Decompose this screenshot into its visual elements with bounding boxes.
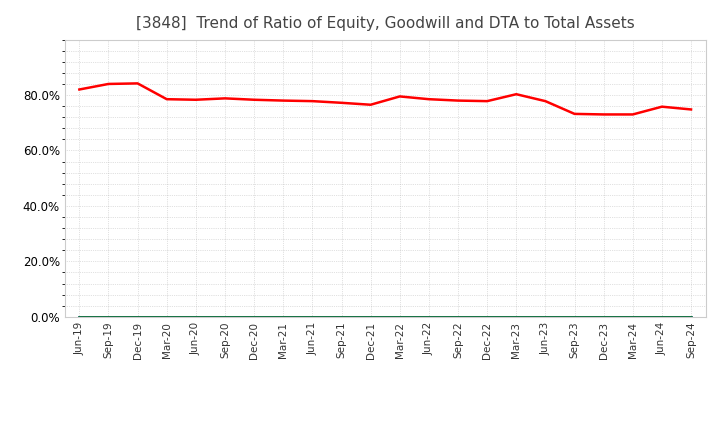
Deferred Tax Assets <box>599 314 608 319</box>
Equity <box>425 96 433 102</box>
Deferred Tax Assets <box>250 314 258 319</box>
Goodwill <box>454 314 462 319</box>
Goodwill <box>657 314 666 319</box>
Equity <box>250 97 258 103</box>
Equity <box>75 87 84 92</box>
Equity <box>512 92 521 97</box>
Equity <box>308 99 317 104</box>
Deferred Tax Assets <box>104 314 113 319</box>
Title: [3848]  Trend of Ratio of Equity, Goodwill and DTA to Total Assets: [3848] Trend of Ratio of Equity, Goodwil… <box>136 16 634 32</box>
Goodwill <box>599 314 608 319</box>
Equity <box>629 112 637 117</box>
Deferred Tax Assets <box>133 314 142 319</box>
Equity <box>104 81 113 87</box>
Deferred Tax Assets <box>657 314 666 319</box>
Equity <box>220 96 229 101</box>
Goodwill <box>279 314 287 319</box>
Deferred Tax Assets <box>629 314 637 319</box>
Deferred Tax Assets <box>570 314 579 319</box>
Goodwill <box>250 314 258 319</box>
Goodwill <box>104 314 113 319</box>
Goodwill <box>133 314 142 319</box>
Goodwill <box>366 314 375 319</box>
Deferred Tax Assets <box>541 314 550 319</box>
Goodwill <box>425 314 433 319</box>
Deferred Tax Assets <box>163 314 171 319</box>
Deferred Tax Assets <box>395 314 404 319</box>
Goodwill <box>395 314 404 319</box>
Goodwill <box>75 314 84 319</box>
Equity <box>337 100 346 106</box>
Equity <box>541 99 550 104</box>
Goodwill <box>337 314 346 319</box>
Goodwill <box>163 314 171 319</box>
Line: Equity: Equity <box>79 84 691 114</box>
Equity <box>454 98 462 103</box>
Equity <box>163 96 171 102</box>
Equity <box>279 98 287 103</box>
Equity <box>366 102 375 107</box>
Goodwill <box>629 314 637 319</box>
Goodwill <box>220 314 229 319</box>
Goodwill <box>687 314 696 319</box>
Deferred Tax Assets <box>483 314 492 319</box>
Goodwill <box>512 314 521 319</box>
Equity <box>133 81 142 86</box>
Equity <box>483 99 492 104</box>
Goodwill <box>483 314 492 319</box>
Goodwill <box>192 314 200 319</box>
Equity <box>599 112 608 117</box>
Deferred Tax Assets <box>425 314 433 319</box>
Equity <box>657 104 666 109</box>
Goodwill <box>308 314 317 319</box>
Equity <box>570 111 579 117</box>
Equity <box>395 94 404 99</box>
Goodwill <box>541 314 550 319</box>
Equity <box>192 97 200 103</box>
Deferred Tax Assets <box>220 314 229 319</box>
Deferred Tax Assets <box>279 314 287 319</box>
Deferred Tax Assets <box>687 314 696 319</box>
Equity <box>687 107 696 112</box>
Deferred Tax Assets <box>75 314 84 319</box>
Deferred Tax Assets <box>308 314 317 319</box>
Deferred Tax Assets <box>366 314 375 319</box>
Deferred Tax Assets <box>192 314 200 319</box>
Goodwill <box>570 314 579 319</box>
Deferred Tax Assets <box>337 314 346 319</box>
Deferred Tax Assets <box>454 314 462 319</box>
Deferred Tax Assets <box>512 314 521 319</box>
